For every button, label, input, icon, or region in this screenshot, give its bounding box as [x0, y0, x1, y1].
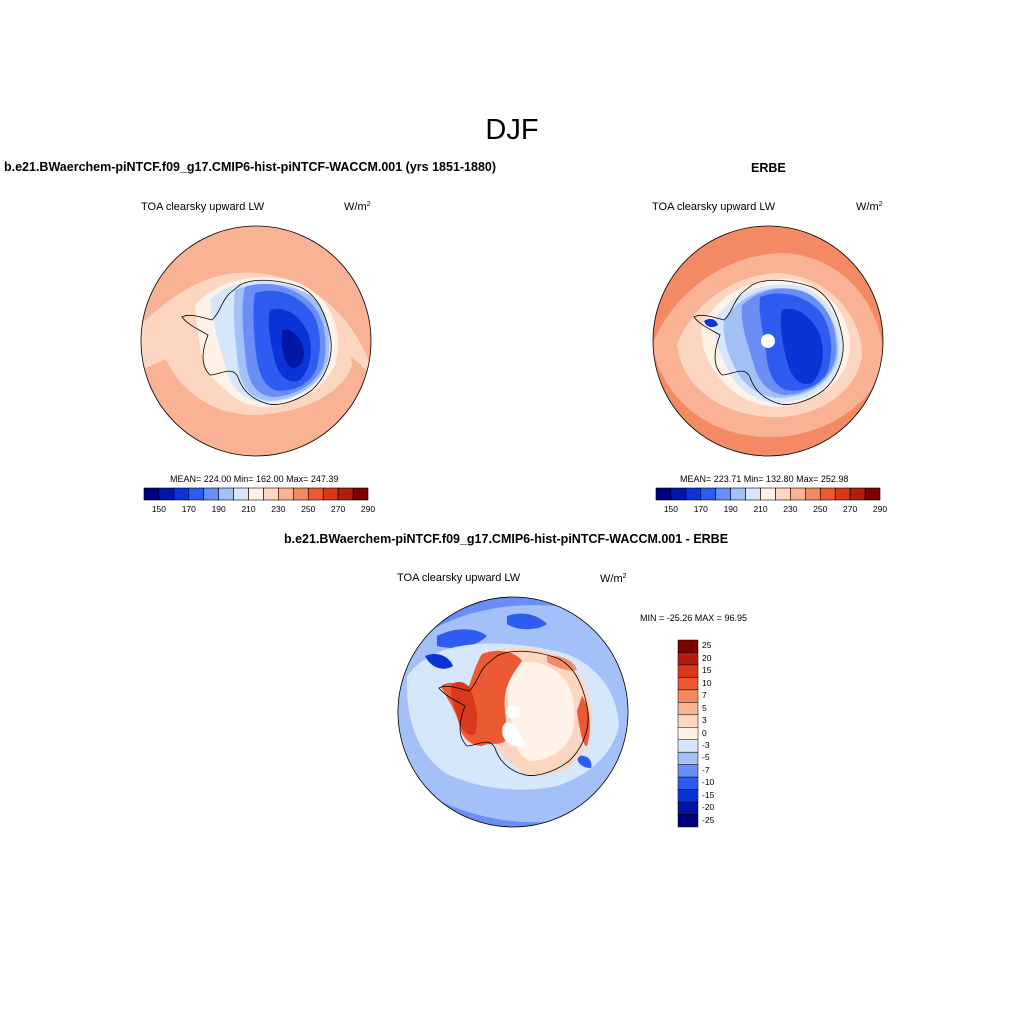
colorbar-swatch	[775, 487, 791, 501]
model-case-title: b.e21.BWaerchem-piNTCF.f09_g17.CMIP6-his…	[4, 160, 497, 174]
colorbar-tick-label: 190	[211, 504, 226, 514]
colorbar-swatch	[805, 487, 821, 501]
colorbar-swatch	[293, 487, 309, 501]
colorbar-tick-label: 250	[813, 504, 828, 514]
colorbar-swatch	[790, 487, 806, 501]
obs-units-label: W/m2	[856, 201, 883, 213]
colorbar-swatch	[248, 487, 264, 501]
colorbar-tick-label: 15	[702, 665, 712, 676]
colorbar-swatch	[834, 487, 851, 501]
colorbar-swatch	[677, 727, 699, 740]
figure-title: DJF	[485, 114, 539, 146]
model-stats: MEAN= 224.00 Min= 162.00 Max= 247.39	[170, 474, 339, 484]
colorbar-swatch	[677, 677, 699, 691]
diff-polar-map	[397, 596, 629, 828]
colorbar-swatch	[670, 487, 687, 501]
colorbar-tick-label: 5	[702, 702, 707, 713]
colorbar-swatch	[677, 689, 699, 703]
colorbar-swatch	[677, 739, 699, 753]
obs-colorbar	[655, 487, 881, 501]
colorbar-swatch	[158, 487, 175, 501]
obs-case-title: ERBE	[751, 161, 786, 175]
colorbar-tick-label: -25	[702, 814, 715, 825]
colorbar-swatch	[307, 487, 324, 501]
diff-stats: MIN = -25.26 MAX = 96.95	[640, 613, 748, 623]
diff-colorbar	[677, 639, 699, 828]
colorbar-swatch	[677, 714, 699, 728]
colorbar-swatch	[203, 487, 219, 501]
colorbar-tick-label: 150	[663, 504, 679, 514]
colorbar-tick-label: 210	[753, 504, 768, 514]
colorbar-tick-label: 270	[331, 504, 346, 514]
colorbar-tick-label: 150	[151, 504, 167, 514]
model-colorbar	[143, 487, 369, 501]
colorbar-tick-label: -15	[702, 789, 715, 800]
colorbar-swatch	[218, 487, 234, 501]
colorbar-swatch	[655, 487, 672, 501]
colorbar-swatch	[677, 652, 699, 666]
colorbar-tick-label: 270	[843, 504, 858, 514]
colorbar-swatch	[677, 751, 699, 765]
colorbar-tick-label: -5	[702, 752, 710, 763]
colorbar-swatch	[677, 801, 699, 815]
colorbar-tick-label: 210	[241, 504, 256, 514]
colorbar-tick-label: 10	[702, 677, 712, 688]
colorbar-tick-label: 250	[301, 504, 316, 514]
model-units-label: W/m2	[344, 201, 371, 213]
model-colorbar-ticks: 150 170 190 210 230 250 270 290	[144, 504, 375, 516]
colorbar-swatch	[677, 776, 699, 790]
colorbar-swatch	[677, 764, 699, 778]
colorbar-swatch	[677, 664, 699, 678]
colorbar-swatch	[849, 487, 866, 501]
colorbar-tick-label: 0	[702, 727, 707, 738]
colorbar-swatch	[864, 487, 881, 501]
colorbar-tick-label: 230	[271, 504, 286, 514]
colorbar-swatch	[233, 487, 249, 501]
colorbar-swatch	[263, 487, 279, 501]
colorbar-swatch	[730, 487, 746, 501]
colorbar-swatch	[745, 487, 761, 501]
colorbar-swatch	[700, 487, 717, 501]
colorbar-tick-label: -10	[702, 777, 715, 788]
colorbar-swatch	[173, 487, 190, 501]
colorbar-tick-label: 3	[702, 715, 707, 726]
diff-variable-label: TOA clearsky upward LW	[397, 572, 521, 584]
diff-units-label: W/m2	[600, 573, 627, 585]
colorbar-tick-label: 20	[702, 652, 712, 663]
obs-variable-label: TOA clearsky upward LW	[652, 201, 776, 213]
colorbar-tick-label: 290	[360, 504, 376, 514]
colorbar-swatch	[819, 487, 836, 501]
colorbar-swatch	[677, 814, 699, 828]
obs-colorbar-ticks: 150 170 190 210 230 250 270 290	[656, 504, 887, 516]
colorbar-swatch	[677, 702, 699, 716]
colorbar-swatch	[715, 487, 731, 501]
colorbar-swatch	[677, 789, 699, 803]
colorbar-swatch	[760, 487, 776, 501]
colorbar-tick-label: -7	[702, 764, 710, 775]
diff-colorbar-ticks: 25 20 15 10 7 5 3 0 -3 -5 -7 -10 -15 -20 -25	[702, 640, 742, 827]
colorbar-swatch	[337, 487, 354, 501]
colorbar-tick-label: -3	[702, 739, 710, 750]
colorbar-swatch	[278, 487, 294, 501]
colorbar-swatch	[188, 487, 205, 501]
colorbar-tick-label: 170	[181, 504, 196, 514]
colorbar-tick-label: 25	[702, 640, 712, 651]
obs-stats: MEAN= 223.71 Min= 132.80 Max= 252.98	[680, 474, 849, 484]
diff-case-title: b.e21.BWaerchem-piNTCF.f09_g17.CMIP6-his…	[284, 532, 729, 546]
colorbar-tick-label: 290	[872, 504, 888, 514]
colorbar-swatch	[352, 487, 369, 501]
obs-polar-map	[652, 225, 884, 457]
model-polar-map	[140, 225, 372, 457]
colorbar-tick-label: 230	[783, 504, 798, 514]
colorbar-swatch	[322, 487, 339, 501]
model-variable-label: TOA clearsky upward LW	[141, 201, 265, 213]
colorbar-tick-label: 7	[702, 690, 707, 701]
colorbar-swatch	[143, 487, 160, 501]
colorbar-tick-label: 190	[723, 504, 738, 514]
colorbar-tick-label: -20	[702, 802, 715, 813]
colorbar-swatch	[685, 487, 702, 501]
colorbar-swatch	[677, 639, 699, 653]
colorbar-tick-label: 170	[693, 504, 708, 514]
